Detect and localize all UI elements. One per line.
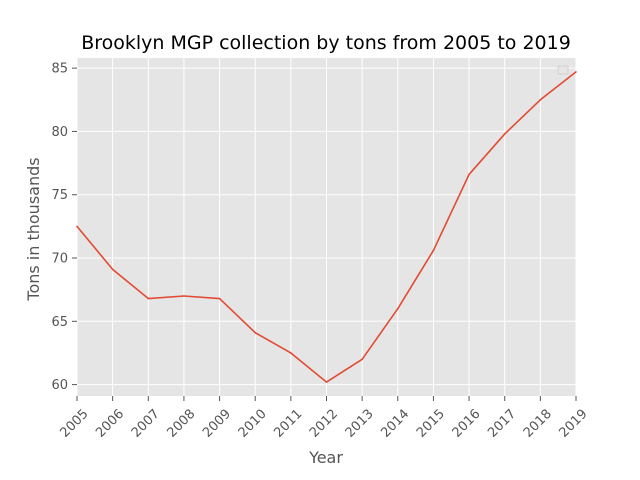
x-tick-label: 2009: [200, 407, 234, 441]
x-tick-label: 2019: [557, 407, 591, 441]
x-tick-label: 2017: [485, 407, 519, 441]
data-point: [183, 295, 185, 297]
x-tick-label: 2010: [236, 407, 270, 441]
data-point: [539, 98, 542, 101]
x-axis-ticks: 2005 2006 2007 2008 2009 2010 2011 2012 2013 2014…: [58, 396, 591, 441]
y-axis-label: Tons in thousands: [24, 157, 43, 301]
data-point: [147, 297, 150, 300]
x-tick-label: 2016: [450, 407, 484, 441]
y-tick-label: 80: [51, 125, 68, 140]
data-point: [432, 249, 435, 252]
y-axis-ticks: 60 65 70 75 80 85: [51, 62, 77, 393]
x-tick-label: 2006: [93, 407, 127, 441]
x-tick-label: 2007: [129, 407, 163, 441]
data-point: [325, 381, 328, 383]
data-point: [218, 297, 221, 300]
y-tick-label: 60: [51, 378, 68, 393]
y-tick-label: 65: [51, 315, 68, 330]
x-tick-label: 2012: [307, 407, 341, 441]
x-tick-label: 2015: [414, 407, 448, 441]
x-tick-label: 2014: [378, 407, 412, 441]
data-point: [111, 268, 114, 271]
chart-title: Brooklyn MGP collection by tons from 200…: [81, 32, 571, 54]
data-point: [468, 173, 470, 176]
x-tick-label: 2011: [271, 407, 305, 441]
series-layer: [76, 71, 577, 383]
x-tick-label: 2013: [343, 407, 377, 441]
x-tick-label: 2008: [164, 407, 198, 441]
gridlines: [76, 58, 577, 396]
data-point: [575, 71, 577, 73]
data-point: [76, 225, 78, 228]
data-point: [290, 352, 292, 354]
data-point: [254, 331, 257, 334]
y-tick-label: 70: [51, 252, 68, 267]
x-tick-label: 2005: [58, 407, 92, 441]
y-tick-label: 75: [51, 188, 68, 203]
data-point: [396, 307, 399, 310]
x-tick-label: 2018: [521, 407, 555, 441]
legend-box: [557, 65, 569, 75]
x-axis-label: Year: [308, 448, 343, 467]
data-point: [503, 133, 506, 135]
y-tick-label: 85: [51, 62, 68, 77]
data-point: [361, 358, 363, 361]
